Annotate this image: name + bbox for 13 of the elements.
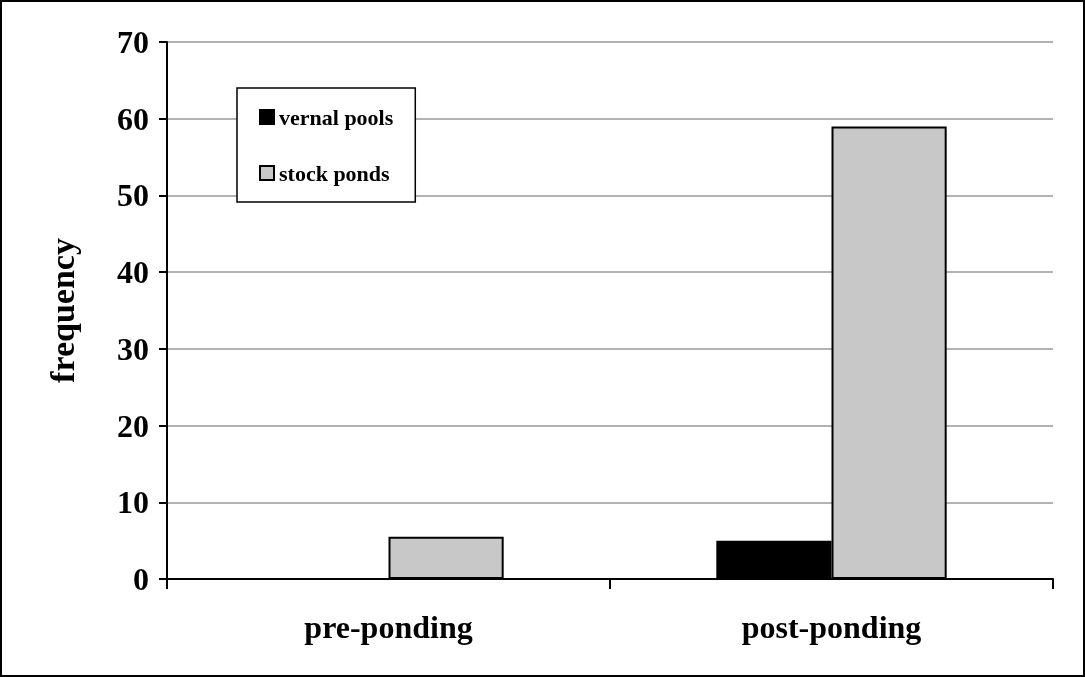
y-tick-label: 10 (117, 484, 149, 521)
x-tick-label: post-ponding (741, 609, 922, 645)
legend-label: vernal pools (279, 104, 394, 130)
y-tick-label: 40 (117, 254, 149, 291)
y-tick-label: 20 (117, 407, 149, 444)
y-tick-label: 60 (117, 100, 149, 137)
y-axis-title: frequency (43, 238, 81, 383)
x-tick-label: pre-ponding (304, 609, 473, 645)
y-tick-label: 70 (117, 24, 149, 60)
y-tick-label: 0 (133, 561, 149, 597)
y-tick-label: 30 (117, 330, 149, 367)
y-tick-label: 50 (117, 177, 149, 214)
legend-label: stock ponds (279, 160, 391, 186)
